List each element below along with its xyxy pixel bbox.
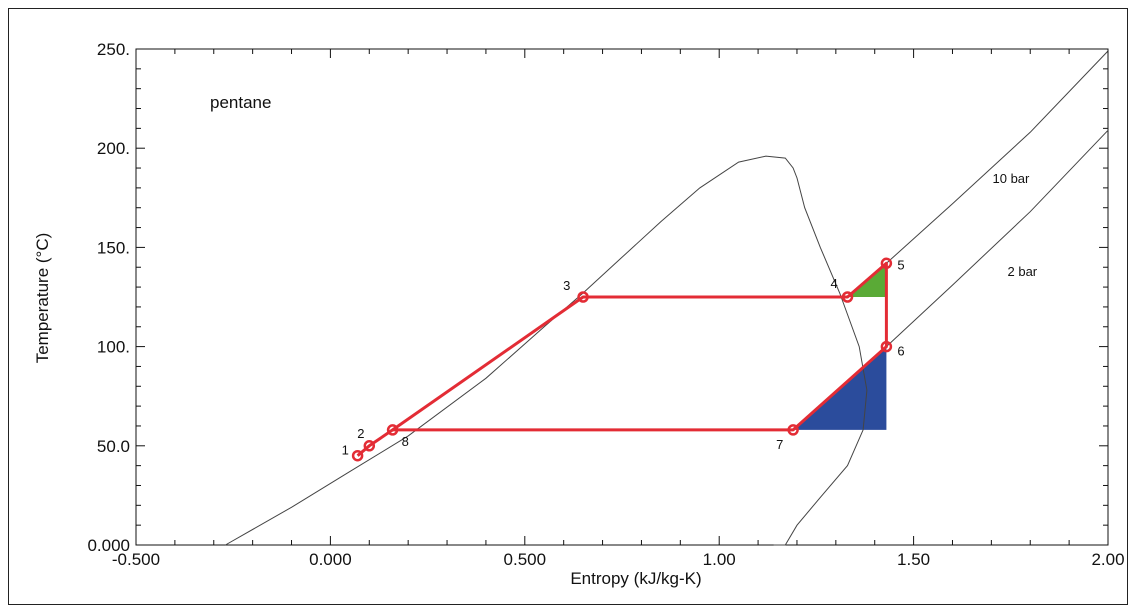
substance-label: pentane — [210, 93, 271, 112]
state-label-3: 3 — [563, 278, 570, 293]
x-tick-label: 1.00 — [703, 550, 736, 569]
state-point-1 — [351, 449, 364, 462]
state-label-2: 2 — [357, 426, 364, 441]
state-label-6: 6 — [897, 344, 904, 359]
state-point-4 — [841, 291, 854, 303]
isobar-1-label: 2 bar — [1008, 264, 1038, 279]
y-tick-label: 100. — [97, 338, 130, 357]
x-tick-label: 0.000 — [309, 550, 352, 569]
y-tick-label: 0.000 — [87, 536, 130, 555]
plot-area — [135, 48, 1109, 546]
saturation-dome-curve — [225, 155, 868, 546]
x-tick-label: 1.50 — [897, 550, 930, 569]
state-label-5: 5 — [897, 257, 904, 272]
state-point-8 — [386, 424, 399, 436]
y-tick-label: 50.0 — [97, 437, 130, 456]
isobar-0-line — [886, 50, 1109, 264]
state-label-4: 4 — [831, 276, 838, 291]
x-tick-label: 0.500 — [504, 550, 547, 569]
x-axis-title: Entropy (kJ/kg-K) — [570, 569, 701, 588]
y-tick-label: 250. — [97, 40, 130, 59]
state-point-2 — [363, 440, 376, 452]
isobar-0-label: 10 bar — [993, 171, 1031, 186]
y-tick-label: 150. — [97, 238, 130, 257]
state-point-3 — [577, 291, 589, 303]
state-label-8: 8 — [402, 434, 409, 449]
y-axis-title: Temperature (°C) — [33, 233, 52, 364]
y-tick-label: 200. — [97, 139, 130, 158]
x-tick-label: 2.00 — [1091, 550, 1124, 569]
state-point-7 — [787, 424, 799, 436]
state-label-7: 7 — [776, 437, 783, 452]
state-point-5 — [880, 257, 893, 270]
state-label-1: 1 — [342, 443, 349, 458]
x-tick-label: -0.500 — [112, 550, 160, 569]
chart-frame — [8, 8, 1128, 605]
isobar-1-line — [886, 129, 1109, 347]
cycle-path — [356, 261, 888, 457]
state-point-6 — [880, 340, 893, 353]
